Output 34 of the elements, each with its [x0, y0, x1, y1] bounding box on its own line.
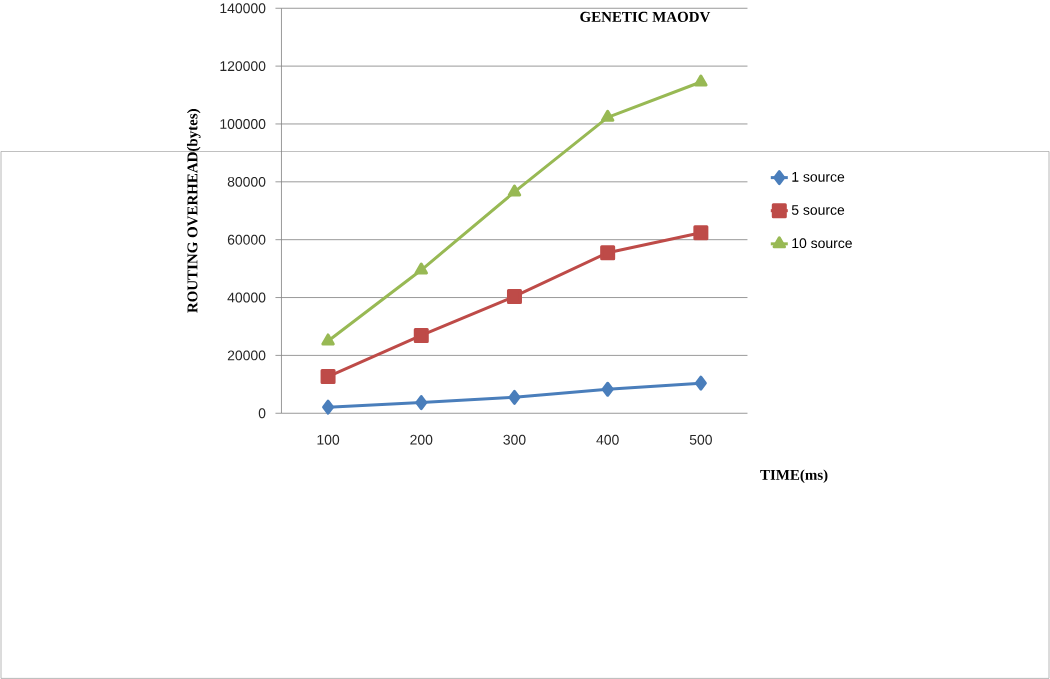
- point: [321, 333, 335, 346]
- y-tick-label: 140000: [220, 3, 266, 13]
- legend-label: 5 source: [791, 204, 845, 215]
- point: [506, 288, 522, 304]
- legend-label: 1 source: [792, 171, 845, 182]
- point: [694, 375, 707, 391]
- x-tick-label: 500: [689, 434, 712, 445]
- y-tick-label: 20000: [227, 350, 266, 361]
- point: [413, 327, 429, 343]
- x-tick-label: 200: [410, 434, 433, 445]
- point: [600, 245, 616, 260]
- point: [507, 184, 522, 197]
- legend-label: 10 source: [792, 238, 852, 248]
- x-tick-label: 100: [317, 434, 340, 445]
- x-axis-title: TIME(ms): [760, 469, 828, 483]
- y-tick-label: 40000: [227, 292, 266, 303]
- y-tick-label: 120000: [220, 60, 266, 71]
- chart-title: GENETIC MAODV: [580, 11, 711, 22]
- point: [415, 394, 428, 410]
- point: [322, 399, 335, 415]
- x-tick-label: 400: [596, 434, 619, 445]
- point: [694, 74, 708, 87]
- point: [693, 225, 709, 241]
- x-tick-label: 300: [503, 434, 526, 445]
- point: [600, 109, 615, 122]
- y-tick-label: 60000: [227, 234, 266, 245]
- point: [601, 381, 614, 397]
- y-axis-title: ROUTING OVERHEAD(bytes): [186, 108, 201, 313]
- y-tick-label: 80000: [227, 176, 266, 187]
- y-tick-label: 100000: [220, 118, 266, 129]
- point: [508, 389, 521, 405]
- point: [320, 368, 336, 384]
- point: [414, 262, 428, 275]
- y-tick-label: 0: [258, 408, 266, 418]
